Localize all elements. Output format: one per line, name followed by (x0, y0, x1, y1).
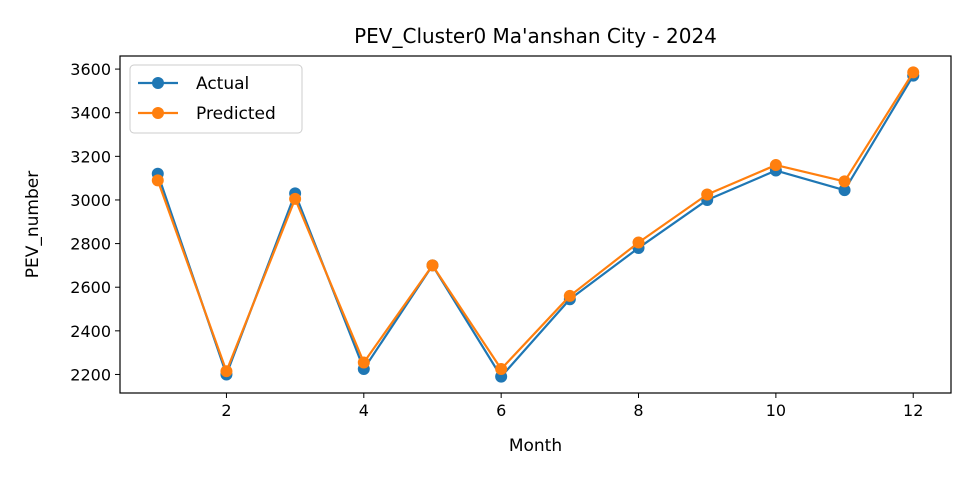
data-point-predicted (357, 356, 370, 369)
data-point-predicted (769, 159, 782, 172)
data-point-predicted (220, 365, 233, 378)
y-tick-label: 2400 (70, 322, 111, 341)
data-point-predicted (289, 192, 302, 205)
y-tick-label: 3600 (70, 60, 111, 79)
x-tick-label: 8 (633, 401, 643, 420)
y-tick-label: 2800 (70, 235, 111, 254)
series-predicted (151, 66, 920, 378)
x-axis-label: Month (509, 436, 562, 456)
x-axis-ticks: 2 4 6 8 10 12 (221, 393, 923, 420)
series-line-actual (156, 75, 915, 378)
legend-label-actual: Actual (196, 74, 249, 94)
y-tick-label: 3200 (70, 147, 111, 166)
data-point-predicted (632, 236, 645, 249)
chart-title: PEV_Cluster0 Ma'anshan City - 2024 (354, 24, 717, 48)
y-tick-label: 2600 (70, 278, 111, 297)
x-tick-label: 10 (766, 401, 786, 420)
series-line-predicted (156, 71, 915, 373)
plot-frame (119, 55, 952, 394)
data-point-predicted (151, 174, 164, 187)
series-layer (151, 66, 920, 383)
legend: Actual Predicted (129, 64, 303, 134)
y-axis-ticks: 2200 2400 2600 2800 3000 3200 3400 3600 (70, 60, 120, 384)
y-tick-label: 3400 (70, 104, 111, 123)
x-tick-label: 2 (221, 401, 231, 420)
data-point-predicted (495, 363, 508, 376)
data-point-predicted (838, 175, 851, 188)
y-tick-label: 3000 (70, 191, 111, 210)
data-point-actual (838, 184, 851, 197)
legend-marker-actual (152, 77, 164, 89)
y-axis-label: PEV_number (23, 171, 43, 278)
x-tick-label: 4 (359, 401, 369, 420)
x-tick-label: 6 (496, 401, 506, 420)
data-point-predicted (426, 259, 439, 272)
legend-marker-predicted (152, 107, 164, 119)
data-point-predicted (701, 188, 714, 201)
y-tick-label: 2200 (70, 365, 111, 384)
data-point-predicted (563, 289, 576, 302)
legend-label-predicted: Predicted (196, 104, 276, 124)
data-point-predicted (907, 66, 920, 79)
x-tick-label: 12 (903, 401, 923, 420)
